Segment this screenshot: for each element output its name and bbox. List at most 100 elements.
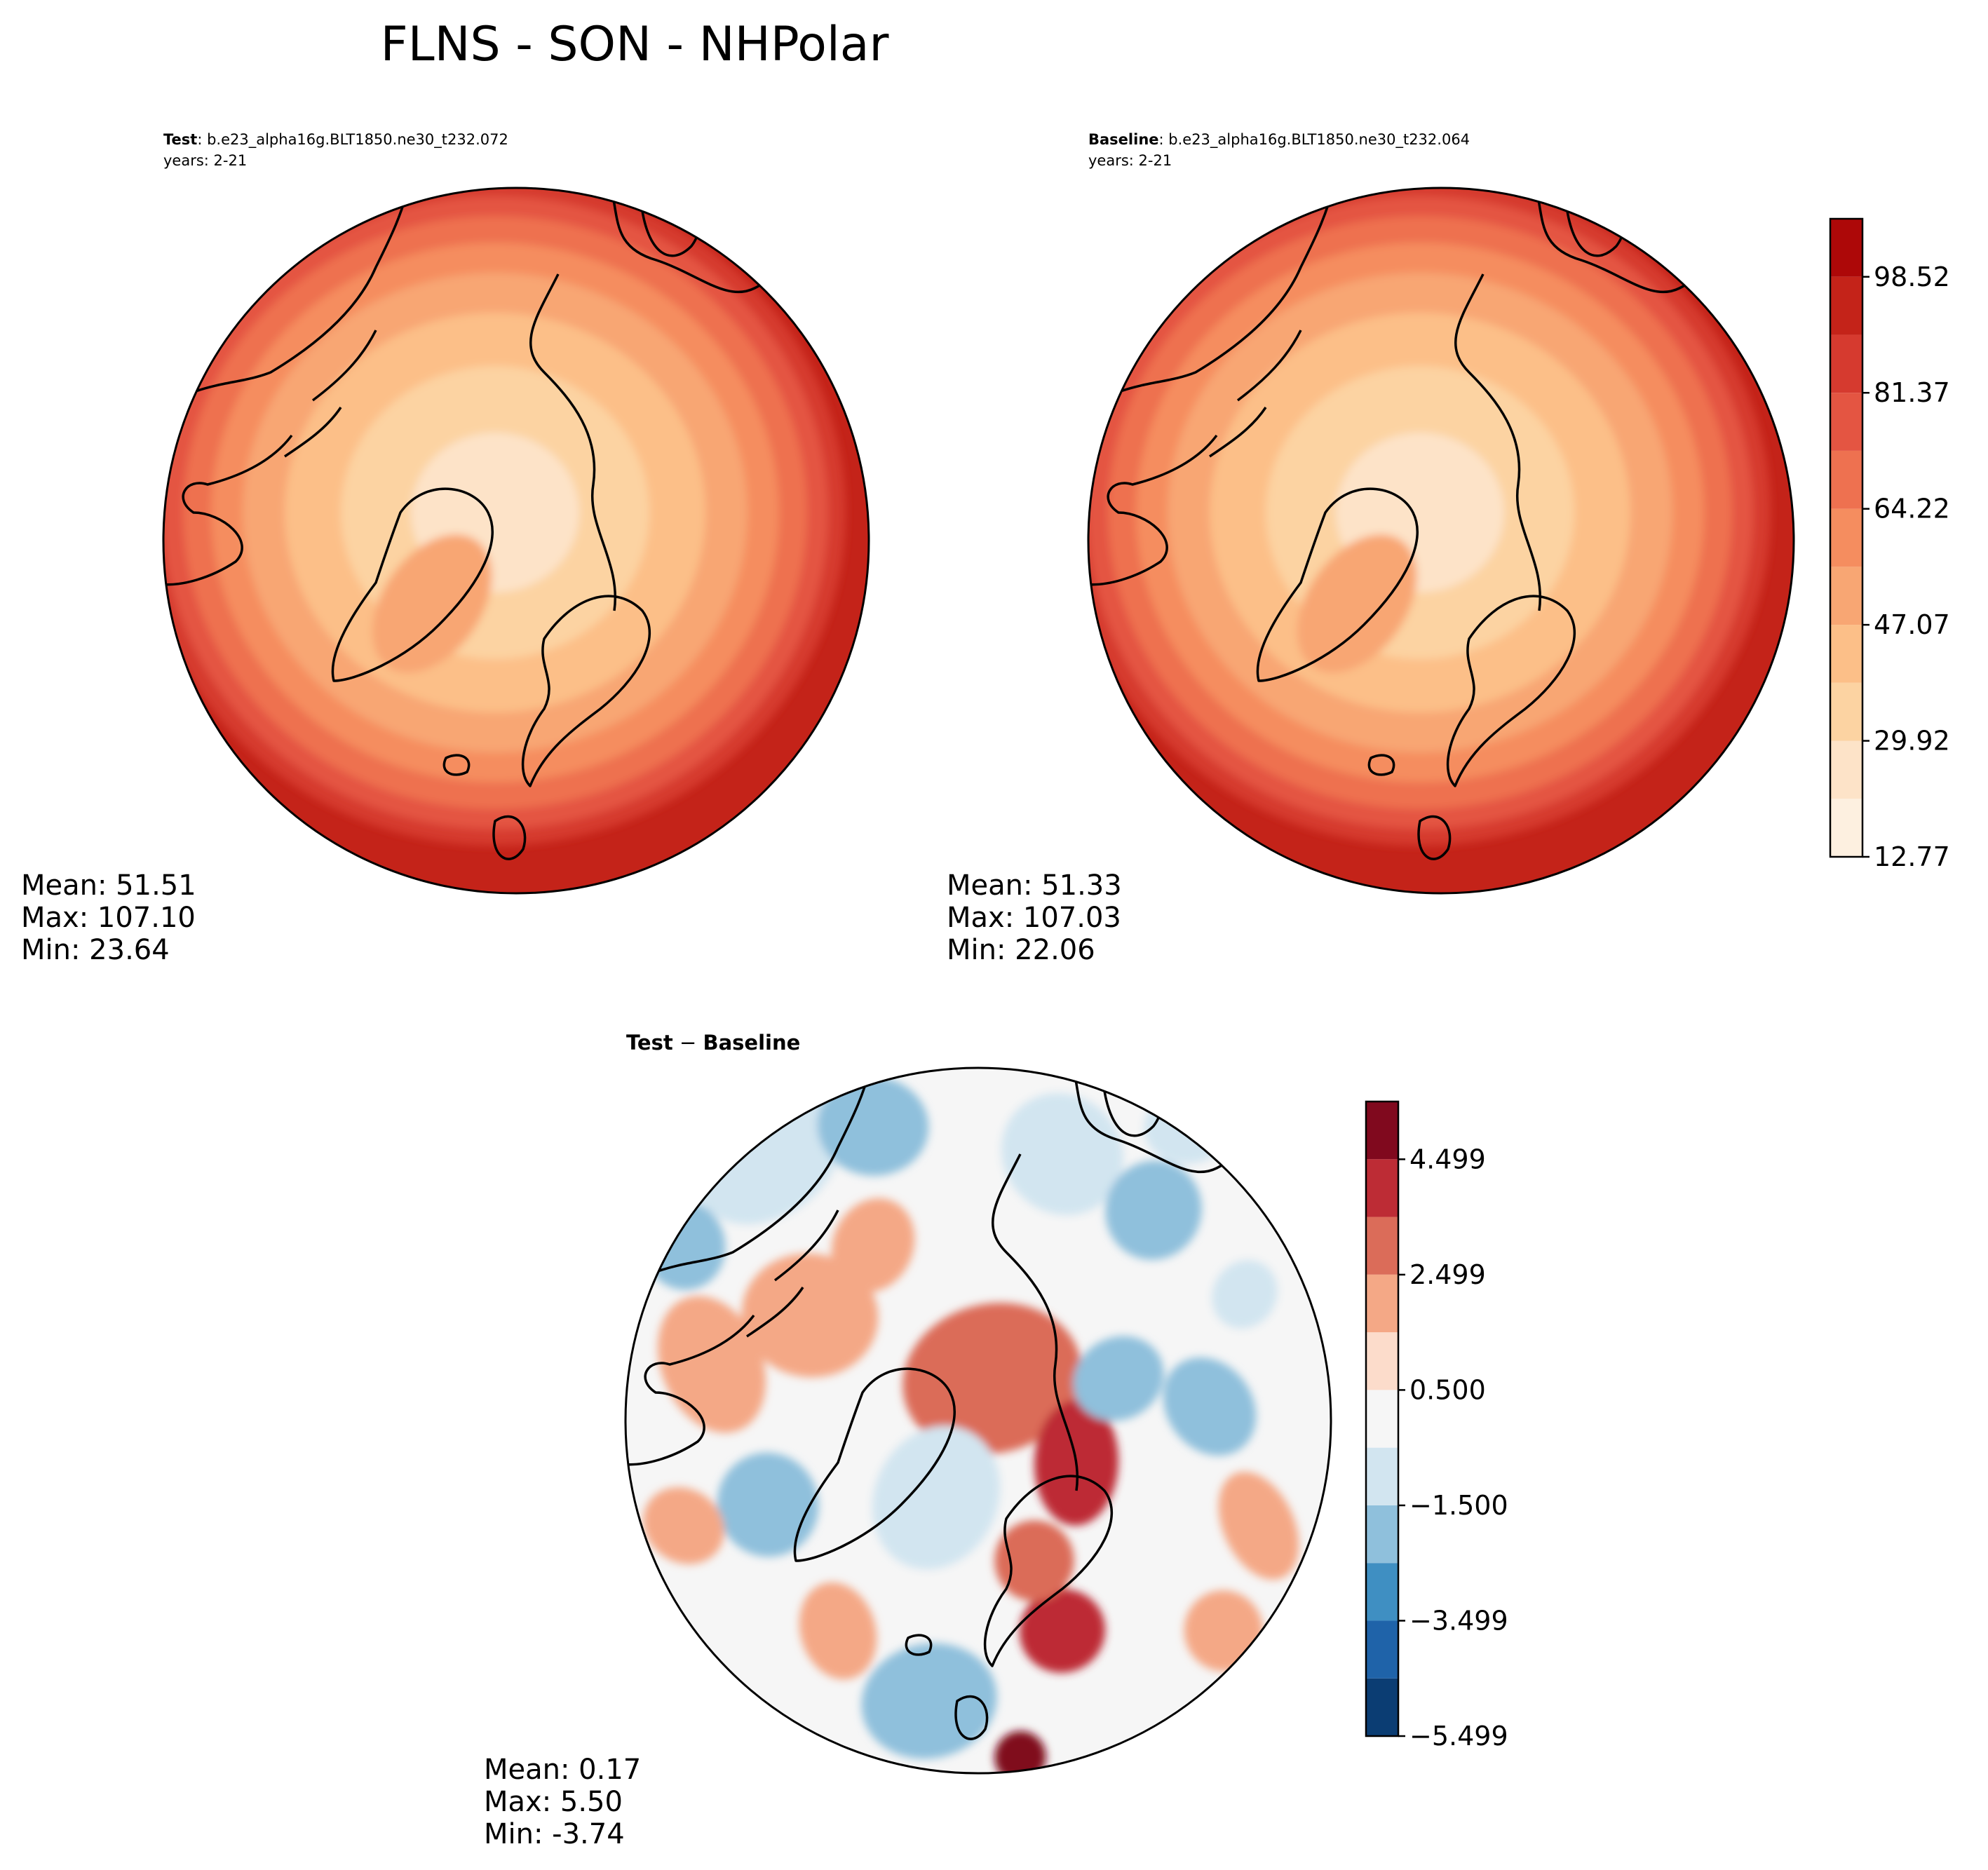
diff-title-test: Test [626,1031,673,1055]
diff-field-band [1163,1357,1257,1456]
coastline [284,330,377,458]
coastline [1088,188,1337,416]
baseline-map [1087,187,1795,895]
diff-colorbar-tick-label: −3.499 [1409,1605,1508,1636]
diff-colorbar-band [1366,1274,1398,1333]
seq-colorbar-band [1830,334,1862,393]
coastline [521,595,651,787]
coastline [793,1367,956,1562]
diff-coastlines [626,1068,1330,1740]
diff-colorbar-tick-label: 2.499 [1409,1259,1486,1290]
diff-colorbar-band [1366,1102,1398,1160]
diff-title-sep: − [673,1031,703,1055]
diff-field [626,1068,1331,1773]
seq-colorbar-tick-label: 81.37 [1874,377,1950,408]
diff-mean: Mean: 0.17 [484,1754,641,1786]
coastline [991,1153,1078,1491]
test-label: Test [163,131,197,148]
coastline [529,273,616,611]
baseline-panel: Baseline: b.e23_alpha16g.BLT1850.ne30_t2… [947,131,1950,966]
diff-field-band [1105,1160,1202,1260]
diff-colorbar-band [1366,1505,1398,1564]
diff-field-band [643,1487,724,1564]
figure-title: FLNS - SON - NHPolar [381,17,889,72]
diff-field-band [994,1520,1074,1601]
seq-colorbar-band [1830,393,1862,451]
diff-field-band [741,1253,879,1378]
seq-colorbar-band [1830,219,1862,277]
seq-colorbar-band [1830,450,1862,509]
diff-field-band [717,1452,819,1557]
baseline-map-border [1087,187,1795,895]
diff-field-band [1073,1336,1164,1421]
test-run-name: : b.e23_alpha16g.BLT1850.ne30_t232.072 [197,131,508,149]
seq-colorbar-band [1830,682,1862,741]
diff-field-band [831,1198,915,1292]
baseline-header: Baseline: b.e23_alpha16g.BLT1850.ne30_t2… [1088,131,1470,149]
coastline [163,434,293,586]
test-panel: Test: b.e23_alpha16g.BLT1850.ne30_t232.0… [21,131,870,966]
diff-title-baseline: Baseline [703,1031,800,1055]
coastline [1367,754,1395,776]
diff-panel: Test − Baseline Mean: 0.17 Max: 5.50 Min… [484,1031,1508,1850]
diff-colorbar-tick-label: 0.500 [1409,1374,1486,1405]
baseline-mean: Mean: 51.33 [947,869,1122,902]
seq-colorbar-tick-label: 12.77 [1874,841,1950,872]
seq-colorbar-band [1830,508,1862,567]
diff-min: Min: -3.74 [484,1818,625,1850]
test-min: Min: 23.64 [21,934,170,966]
coastline [1088,434,1218,586]
baseline-field-band [1297,534,1417,673]
coastline [442,754,471,776]
diff-colorbar-band [1366,1217,1398,1275]
seq-colorbar-band [1830,740,1862,799]
seq-colorbar-tick-label: 64.22 [1874,494,1950,524]
baseline-field [1088,188,1794,893]
seq-colorbar-band [1830,567,1862,625]
diff-title: Test − Baseline [626,1031,800,1055]
seq-colorbar-tick-label: 98.52 [1874,262,1950,292]
diff-colorbar-band [1366,1332,1398,1390]
diff-field-band [861,1643,997,1759]
coastline [163,188,412,416]
diff-colorbar-band [1366,1620,1398,1679]
coastline [746,1210,839,1338]
diff-max: Max: 5.50 [484,1786,623,1818]
diff-colorbar-band [1366,1390,1398,1448]
seq-colorbar-band [1830,625,1862,683]
seq-colorbar-band [1830,799,1862,857]
coastline [626,1068,874,1296]
coastline [954,1695,989,1740]
diff-colorbar-tick-label: −5.499 [1409,1721,1508,1752]
diff-field-band [1019,1589,1106,1673]
diff-colorbar-band [1366,1447,1398,1505]
diff-map-border [624,1066,1332,1775]
diff-field-band [1212,1260,1278,1329]
baseline-years: years: 2-21 [1088,152,1172,169]
diff-colorbar-tick-label: 4.499 [1409,1144,1486,1174]
diff-field-band [799,1582,877,1680]
baseline-min: Min: 22.06 [947,934,1095,966]
coastline [983,1475,1113,1667]
coastline [905,1634,933,1656]
diff-field-band [872,1425,1001,1570]
test-field-band [372,534,492,673]
diff-field-band [1001,1092,1124,1216]
seq-colorbar-band [1830,276,1862,335]
coastline [1417,815,1452,860]
baseline-label: Baseline [1088,131,1159,148]
test-baseline-colorbar: 12.77 29.92 47.07 64.22 81.37 98.52 [1829,217,1950,872]
diff-colorbar-band [1366,1678,1398,1736]
baseline-max: Max: 107.03 [947,902,1121,934]
coastline [1454,273,1541,611]
diff-field-band [1184,1590,1264,1672]
test-field [163,188,869,893]
diff-field-band [1218,1472,1299,1580]
seq-colorbar-tick-label: 29.92 [1874,726,1950,757]
diff-colorbar-tick-label: −1.500 [1409,1490,1508,1521]
coastline [1209,330,1302,458]
seq-colorbar-tick-label: 47.07 [1874,609,1950,640]
test-map-border [162,187,870,895]
test-mean: Mean: 51.51 [21,869,196,902]
